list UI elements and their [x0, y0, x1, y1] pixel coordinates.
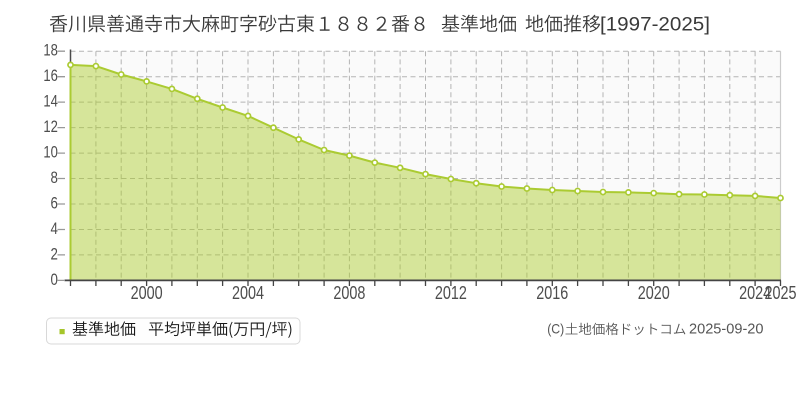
svg-text:2: 2 — [51, 244, 58, 263]
svg-text:2025: 2025 — [765, 283, 797, 303]
svg-text:2024: 2024 — [739, 283, 771, 303]
svg-text:2000: 2000 — [131, 283, 163, 303]
svg-text:18: 18 — [43, 41, 58, 60]
svg-text:10: 10 — [43, 143, 58, 162]
svg-text:2016: 2016 — [536, 283, 568, 303]
svg-text:16: 16 — [43, 66, 58, 85]
svg-text:12: 12 — [43, 117, 58, 136]
svg-text:(C): (C) — [547, 321, 564, 337]
svg-text:4: 4 — [51, 219, 58, 238]
svg-text:8: 8 — [51, 168, 58, 187]
svg-text:[1997-2025]: [1997-2025] — [600, 15, 710, 36]
svg-text:6: 6 — [51, 193, 58, 212]
svg-text:2020: 2020 — [638, 283, 670, 303]
svg-text:2004: 2004 — [232, 283, 264, 303]
svg-text:2008: 2008 — [333, 283, 365, 303]
svg-text:2012: 2012 — [435, 283, 467, 303]
svg-text:14: 14 — [43, 92, 58, 111]
svg-text:0: 0 — [51, 270, 58, 289]
svg-text:2025-09-20: 2025-09-20 — [689, 322, 764, 338]
